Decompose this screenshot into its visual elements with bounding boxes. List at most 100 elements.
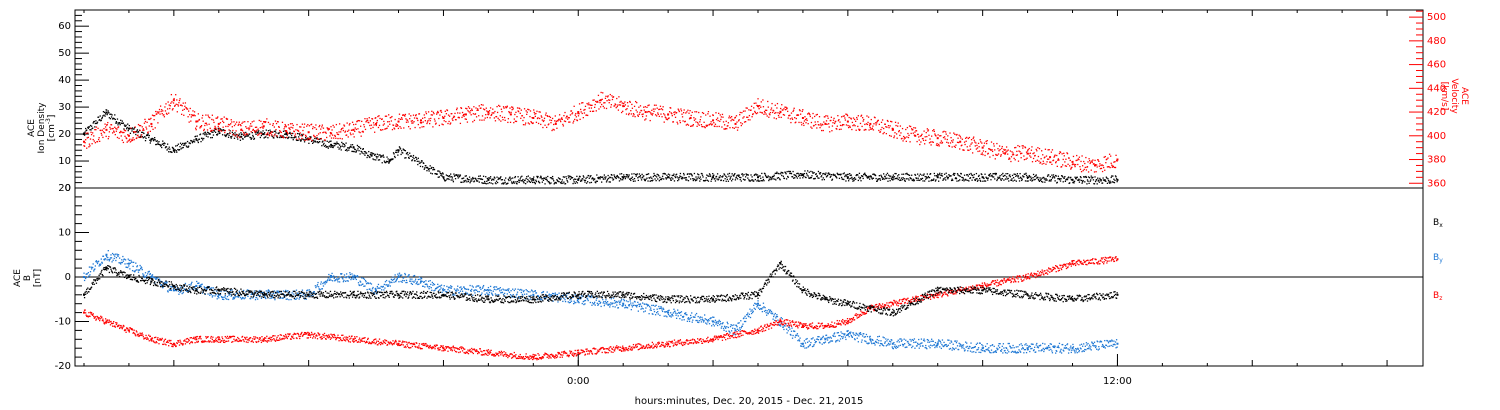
by-sample [430,287,432,289]
velocity-sample [515,111,517,114]
density-sample [117,124,119,126]
density-sample [499,177,501,179]
by-sample [279,297,281,300]
density-sample [905,178,907,180]
velocity-sample [324,131,327,133]
velocity-sample [1021,145,1023,147]
velocity-sample [1072,155,1075,158]
density-sample [1070,176,1072,179]
density-sample [488,177,490,179]
velocity-sample [880,121,883,124]
density-sample [1006,178,1008,180]
density-sample [686,179,688,181]
velocity-sample [1012,152,1014,154]
velocity-sample [589,104,591,106]
by-sample [160,284,162,287]
by-sample [498,288,500,290]
velocity-sample [326,136,328,139]
density-point [1026,176,1029,179]
density-sample [654,178,656,180]
velocity-sample [1080,160,1082,163]
velocity-sample [311,139,313,142]
density-sample [224,135,226,137]
velocity-sample [238,121,240,123]
velocity-sample [651,114,654,116]
density-sample [536,175,538,178]
density-sample [313,141,315,143]
velocity-sample [529,115,531,118]
density-sample [230,137,232,139]
velocity-sample [1036,159,1038,161]
density-sample [630,177,632,179]
by-sample [481,287,484,289]
density-sample [568,177,570,179]
by-sample [198,282,200,284]
velocity-sample [781,104,783,106]
density-sample [969,177,972,179]
density-sample [356,144,359,147]
density-sample [474,177,477,180]
velocity-sample [1050,161,1052,163]
by-sample [414,280,416,282]
density-sample [886,172,889,174]
velocity-sample [685,112,687,114]
velocity-sample [872,129,875,131]
velocity-sample [980,141,982,143]
velocity-sample [683,109,685,111]
velocity-sample [931,135,933,137]
velocity-sample [495,115,498,118]
density-sample [407,154,409,156]
velocity-sample [889,125,891,127]
velocity-sample [682,120,684,122]
by-sample [499,290,501,292]
density-sample [225,135,227,138]
by-sample [162,287,164,289]
by-sample [300,292,302,295]
velocity-sample [250,131,252,133]
density-sample [711,177,713,179]
density-sample [328,145,331,147]
velocity-sample [129,138,131,140]
velocity-sample [347,136,349,138]
density-sample [647,180,649,182]
by-sample [502,293,505,296]
velocity-sample [674,111,676,113]
velocity-sample [524,124,526,126]
by-sample [477,290,479,293]
velocity-sample [709,123,712,125]
density-sample [773,175,775,178]
velocity-sample [645,115,648,117]
density-sample [154,139,156,141]
velocity-sample [572,120,575,122]
density-sample [213,130,216,132]
velocity-sample [670,112,672,114]
by-sample [463,286,465,288]
velocity-sample [930,144,932,146]
velocity-sample [397,127,400,130]
by-sample [436,286,438,289]
density-sample [646,177,648,179]
by-sample [570,300,573,302]
velocity-sample [159,105,162,107]
velocity-sample [604,97,607,100]
density-sample [144,139,147,142]
velocity-sample [187,110,190,112]
density-sample [1049,179,1051,181]
density-sample [141,135,143,138]
velocity-sample [344,130,347,132]
velocity-sample [1000,154,1002,156]
density-sample [708,173,711,175]
density-sample [338,148,340,150]
velocity-sample [652,108,655,110]
density-sample [1028,174,1030,177]
density-sample [544,183,546,185]
by-sample [175,290,177,292]
velocity-sample [591,104,593,106]
velocity-sample [238,123,240,125]
velocity-sample [1059,151,1062,154]
density-sample [127,123,129,125]
density-sample [327,146,329,148]
velocity-sample [681,113,683,115]
velocity-sample [706,125,708,128]
velocity-sample [179,98,181,100]
